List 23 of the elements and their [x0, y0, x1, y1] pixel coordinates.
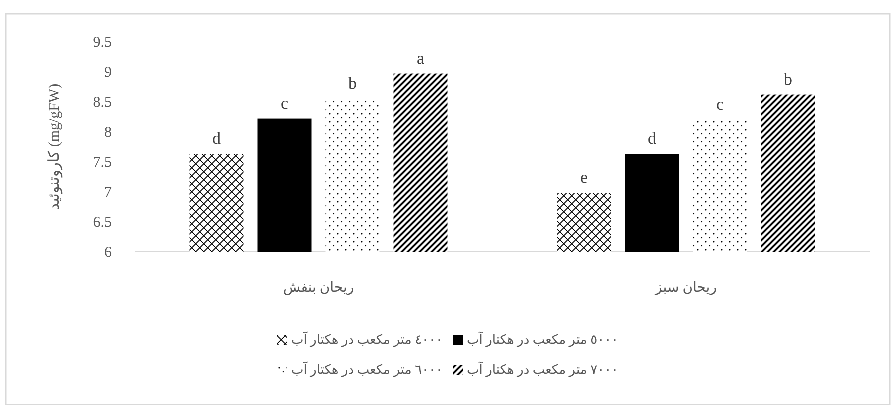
legend-label: ٤٠٠٠ متر مکعب در هکتار آب — [291, 331, 443, 348]
data-label: a — [416, 48, 425, 68]
data-label: d — [212, 129, 222, 148]
y-tick-label: 8.5 — [93, 95, 112, 111]
y-axis-title: کاروتنوئید (mg/gFW) — [47, 84, 63, 210]
y-tick-label: 6.5 — [93, 215, 112, 231]
y-tick-label: 9.5 — [93, 35, 112, 51]
x-tick-label: ریحان بنفش — [283, 281, 354, 296]
y-tick-label: 9 — [104, 65, 112, 81]
data-label: e — [580, 168, 588, 188]
legend-label: ٧٠٠٠ متر مکعب در هکتار آب — [467, 361, 619, 378]
x-tick-label: ریحان سبز — [654, 281, 717, 296]
data-label: c — [280, 94, 289, 113]
legend-label: ٥٠٠٠ متر مکعب در هکتار آب — [467, 331, 619, 348]
data-label: d — [648, 129, 657, 148]
data-label: b — [348, 74, 357, 93]
y-tick-label: 7.5 — [93, 155, 112, 171]
data-label: c — [716, 95, 724, 114]
legend-label: ٦٠٠٠ متر مکعب در هکتار آب — [291, 361, 443, 378]
y-tick-label: 7 — [104, 185, 112, 201]
data-label: b — [784, 70, 792, 89]
y-tick-label: 6 — [104, 245, 112, 261]
y-tick-label: 8 — [104, 125, 112, 141]
